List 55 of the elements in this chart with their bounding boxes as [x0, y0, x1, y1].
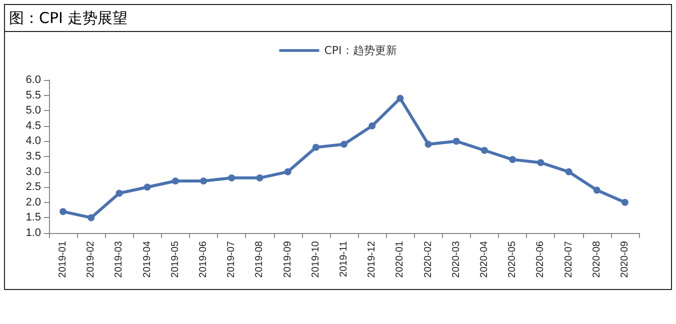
x-tick-label: 2019-07	[226, 240, 238, 278]
legend-label: CPI：趋势更新	[324, 44, 397, 57]
point	[368, 122, 376, 130]
point	[60, 208, 67, 216]
point	[116, 190, 123, 197]
y-tick-label: 1.5	[26, 212, 41, 224]
point	[256, 174, 264, 182]
x-tick-label: 2019-03	[114, 240, 125, 278]
point	[88, 214, 95, 222]
x-tick-label: 2019-12	[366, 240, 378, 278]
x-tick-label: 2019-08	[254, 240, 266, 278]
x-tick-label: 2020-01	[394, 240, 406, 278]
chart-title: 图：CPI 走势展望	[5, 5, 671, 32]
y-tick-label: 2.0	[26, 196, 41, 208]
y-tick-label: 4.5	[26, 120, 41, 132]
point	[424, 140, 432, 148]
x-tick-label: 2019-04	[142, 240, 153, 278]
y-tick-label: 4.0	[26, 135, 41, 148]
x-tick-label: 2020-08	[591, 240, 602, 278]
y-tick-label: 6.0	[26, 74, 41, 86]
y-tick-label: 3.0	[26, 166, 41, 178]
point	[200, 177, 208, 184]
x-tick-label: 2019-01	[58, 240, 69, 278]
point	[537, 159, 544, 166]
point	[396, 94, 404, 102]
y-tick-label: 3.5	[26, 150, 41, 162]
x-tick-label: 2020-09	[619, 240, 630, 278]
point	[284, 168, 292, 176]
point	[312, 144, 320, 151]
x-tick-label: 2020-07	[563, 240, 574, 278]
point	[480, 146, 488, 154]
point	[172, 177, 179, 184]
y-tick-label: 1.0	[26, 227, 41, 239]
point	[509, 156, 516, 164]
x-tick-label: 2020-02	[422, 240, 434, 278]
x-tick-label: 2019-05	[170, 240, 181, 278]
point	[340, 140, 348, 148]
point	[144, 184, 151, 191]
x-tick-label: 2019-02	[86, 240, 97, 278]
point	[452, 138, 460, 145]
x-tick-label: 2019-06	[198, 240, 210, 278]
point	[565, 168, 572, 176]
x-tick-label: 2020-06	[535, 240, 546, 278]
x-tick-label: 2019-10	[310, 240, 322, 278]
y-tick-label: 2.5	[26, 181, 41, 194]
x-tick-label: 2019-09	[282, 240, 294, 278]
x-tick-label: 2019-11	[338, 240, 350, 277]
x-tick-label: 2020-05	[507, 240, 518, 278]
point	[621, 198, 628, 206]
point	[593, 186, 600, 194]
x-tick-label: 2020-03	[450, 240, 462, 278]
y-tick-label: 5.0	[26, 104, 41, 117]
y-tick-label: 5.5	[26, 89, 41, 102]
point	[228, 174, 236, 182]
x-tick-label: 2020-04	[478, 240, 490, 278]
